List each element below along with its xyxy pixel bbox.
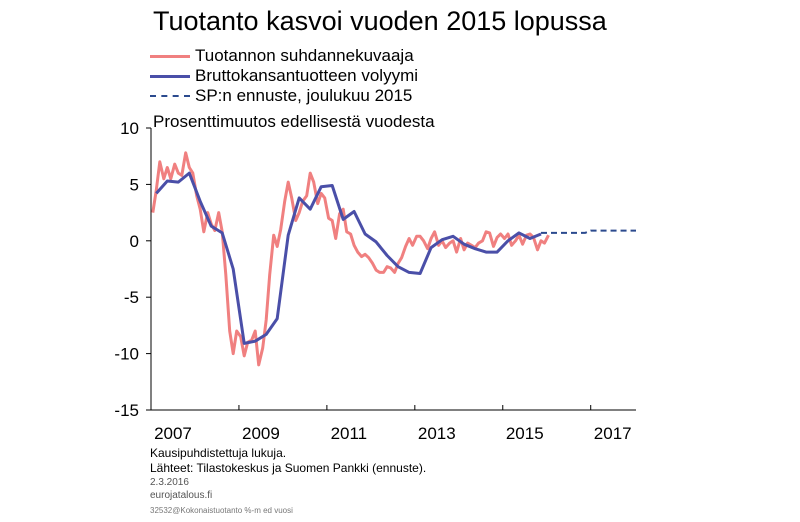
- y-tick-label: 0: [130, 232, 139, 251]
- y-tick-label: 5: [130, 175, 139, 194]
- legend-swatch-industrial-output: [150, 54, 190, 58]
- forecast-line: [541, 229, 636, 234]
- legend-label-gdp-volume: Bruttokansantuotteen volyymi: [195, 66, 419, 85]
- legend-swatch-gdp-volume: [150, 74, 190, 78]
- legend-swatch-forecast: [150, 95, 190, 97]
- footer-date: 2.3.2016: [150, 477, 189, 488]
- x-tick-label: 2013: [418, 424, 456, 443]
- y-tick-label: 10: [120, 119, 139, 138]
- chart-title: Tuotanto kasvoi vuoden 2015 lopussa: [153, 6, 607, 36]
- x-tick-label: 2017: [594, 424, 632, 443]
- x-tick-label: 2009: [242, 424, 280, 443]
- footer-site: eurojatalous.fi: [150, 490, 213, 501]
- legend-label-forecast: SP:n ennuste, joulukuu 2015: [195, 86, 413, 105]
- chart-legend: Tuotannon suhdannekuvaaja Bruttokansantu…: [150, 46, 418, 106]
- y-tick-label: -10: [114, 345, 139, 364]
- legend-item-forecast: SP:n ennuste, joulukuu 2015: [150, 86, 418, 106]
- y-tick-label: -5: [124, 288, 139, 307]
- legend-item-gdp-volume: Bruttokansantuotteen volyymi: [150, 66, 418, 86]
- y-axis-label: Prosenttimuutos edellisestä vuodesta: [153, 112, 435, 131]
- footer-sources: Lähteet: Tilastokeskus ja Suomen Pankki …: [150, 461, 427, 475]
- x-tick-label: 2007: [154, 424, 192, 443]
- x-tick-label: 2015: [506, 424, 544, 443]
- x-tick-label: 2011: [331, 424, 368, 443]
- legend-item-industrial-output: Tuotannon suhdannekuvaaja: [150, 46, 418, 66]
- legend-label-industrial-output: Tuotannon suhdannekuvaaja: [195, 46, 414, 65]
- y-tick-label: -15: [114, 401, 139, 420]
- footer-code: 32532@Kokonaistuotanto %-m ed vuosi: [150, 506, 293, 515]
- footer-note: Kausipuhdistettuja lukuja.: [150, 446, 287, 460]
- gdp-volume-line: [155, 171, 542, 345]
- industrial-output-line: [151, 151, 550, 367]
